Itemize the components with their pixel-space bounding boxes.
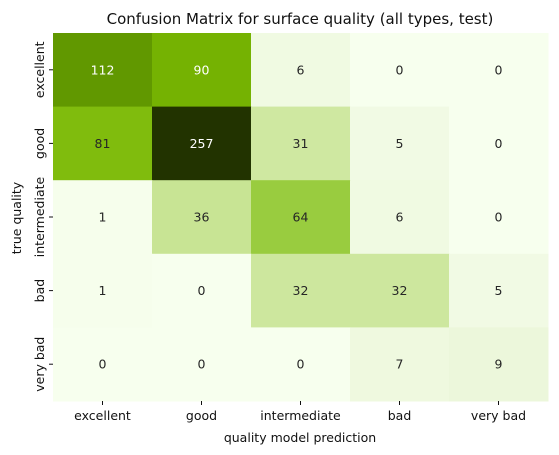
cell-value-label: 0	[396, 62, 404, 77]
heatmap-cell-2-4	[449, 180, 549, 255]
y-axis-label: true quality	[9, 181, 24, 254]
heatmap-cells: 112 90 6 0 0 81 257 31 5 0 1 36 64 6 0 1 0 32 32 5 0 0 0 7 9	[53, 33, 549, 402]
cell-value-label: 64	[293, 210, 309, 225]
heatmap-cell-0-4	[449, 33, 549, 108]
heatmap-cell-3-1	[152, 253, 252, 328]
y-tick-label: excellent	[32, 41, 47, 98]
cell-value-label: 112	[91, 62, 115, 77]
heatmap-cell-1-3	[350, 106, 450, 181]
x-tick-label: very bad	[471, 408, 526, 423]
cell-value-label: 0	[495, 62, 503, 77]
heatmap-cell-2-2	[251, 180, 351, 255]
y-tick-label: good	[32, 128, 47, 159]
cell-value-label: 7	[396, 357, 404, 372]
cell-value-label: 0	[198, 357, 206, 372]
heatmap-cell-4-3	[350, 327, 450, 402]
cell-value-label: 6	[297, 62, 305, 77]
y-tick-label: bad	[32, 279, 47, 303]
heatmap-cell-4-2	[251, 327, 351, 402]
x-tick-label: bad	[388, 408, 412, 423]
heatmap-cell-0-2	[251, 33, 351, 108]
cell-value-label: 5	[495, 283, 503, 298]
heatmap-cell-1-1	[152, 106, 252, 181]
cell-value-label: 0	[495, 210, 503, 225]
heatmap-cell-1-2	[251, 106, 351, 181]
heatmap-cell-3-2	[251, 253, 351, 328]
axis-ticks: excellent good intermediate bad very bad exce…	[32, 41, 526, 423]
heatmap-cell-1-4	[449, 106, 549, 181]
chart-title: Confusion Matrix for surface quality (al…	[107, 10, 494, 28]
cell-value-label: 81	[95, 136, 111, 151]
y-tick-label: intermediate	[32, 176, 47, 257]
heatmap-cell-0-0	[53, 33, 153, 108]
cell-value-label: 36	[194, 210, 210, 225]
cell-value-label: 9	[495, 357, 503, 372]
heatmap-cell-2-3	[350, 180, 450, 255]
heatmap-cell-4-4	[449, 327, 549, 402]
cell-value-label: 0	[297, 357, 305, 372]
cell-value-label: 1	[99, 210, 107, 225]
cell-value-label: 32	[392, 283, 408, 298]
cell-value-label: 1	[99, 283, 107, 298]
cell-value-label: 0	[198, 283, 206, 298]
cell-value-label: 6	[396, 210, 404, 225]
cell-value-label: 0	[495, 136, 503, 151]
cell-value-label: 31	[293, 136, 309, 151]
heatmap-cell-4-1	[152, 327, 252, 402]
heatmap-cell-3-3	[350, 253, 450, 328]
heatmap-cell-4-0	[53, 327, 153, 402]
x-tick-label: good	[186, 408, 217, 423]
cell-value-label: 257	[190, 136, 214, 151]
cell-value-label: 0	[99, 357, 107, 372]
heatmap-cell-1-0	[53, 106, 153, 181]
x-axis-label: quality model prediction	[224, 430, 376, 445]
heatmap-cell-3-4	[449, 253, 549, 328]
heatmap-cell-3-0	[53, 253, 153, 328]
x-tick-label: excellent	[74, 408, 131, 423]
x-tick-label: intermediate	[260, 408, 341, 423]
heatmap-cell-2-1	[152, 180, 252, 255]
cell-value-label: 90	[194, 62, 210, 77]
cell-value-label: 5	[396, 136, 404, 151]
cell-value-label: 32	[293, 283, 309, 298]
y-tick-label: very bad	[32, 337, 47, 392]
heatmap-cell-2-0	[53, 180, 153, 255]
heatmap-cell-0-1	[152, 33, 252, 108]
heatmap-cell-0-3	[350, 33, 450, 108]
